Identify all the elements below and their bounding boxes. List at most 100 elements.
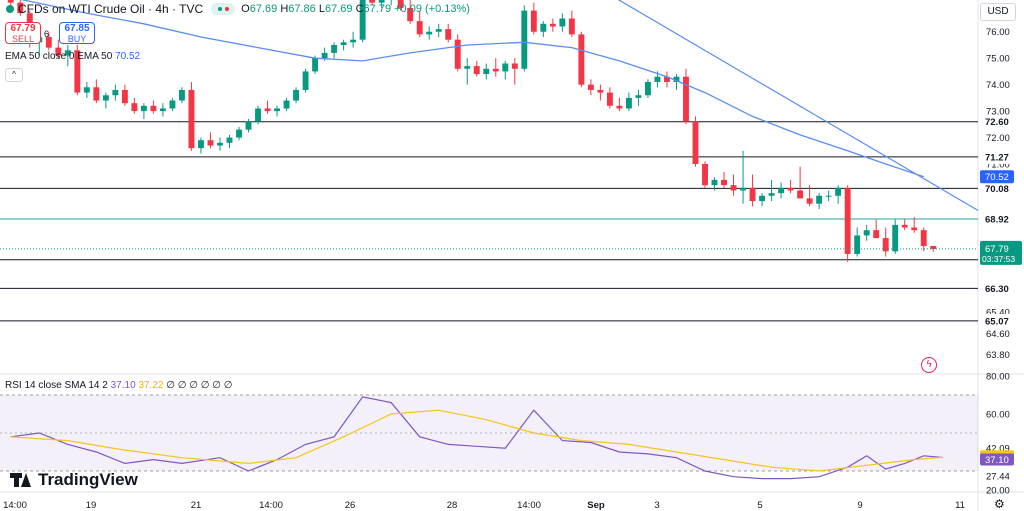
level-tag-bg: [979, 212, 1015, 227]
change-value: +0.09 (+0.13%): [394, 3, 470, 15]
last-price-tag: [980, 240, 1022, 265]
level-tag-label: 65.07: [985, 316, 1009, 327]
buy-price: 67.85: [64, 23, 90, 34]
candle-body: [616, 105, 623, 109]
rsi-tick-label: 80.00: [986, 372, 1010, 383]
candle-body: [635, 95, 642, 98]
candle-body: [93, 87, 100, 101]
chart-header: CFDs on WTI Crude Oil · 4h · TVC O 67.69 …: [0, 0, 470, 18]
candle-body: [597, 89, 604, 93]
candle-body: [140, 105, 147, 112]
candle-body: [350, 39, 357, 43]
rsi-legend[interactable]: RSI 14 close SMA 14 2 37.10 37.22 ∅ ∅ ∅ …: [5, 380, 232, 391]
candle-body: [207, 140, 214, 146]
tradingview-logo-icon: [10, 473, 32, 487]
candle-body: [654, 76, 661, 83]
candle-body: [45, 37, 52, 48]
candle-body: [178, 89, 185, 101]
spread-value: 6: [44, 29, 50, 39]
candle-body: [236, 129, 242, 138]
buy-button[interactable]: 67.85 BUY: [59, 22, 95, 44]
level-tag-label: 66.30: [985, 284, 1009, 295]
candle-body: [159, 108, 166, 112]
low-label: L: [318, 3, 325, 15]
candle-body: [426, 31, 433, 35]
candle-body: [74, 50, 81, 93]
candle-body: [673, 76, 680, 83]
candle-body: [397, 0, 404, 8]
candle-body: [540, 23, 547, 32]
time-tick-label: 3: [654, 500, 659, 511]
rsi-sma-value: 37.22: [138, 380, 164, 391]
candle-body: [255, 108, 261, 122]
rsi-extra-values: ∅ ∅ ∅ ∅ ∅ ∅: [166, 380, 233, 391]
candle-body: [578, 34, 585, 85]
candle-body: [844, 187, 851, 254]
candle-body: [340, 42, 347, 45]
ema-label: EMA 50 close 0 EMA 50: [5, 51, 113, 62]
brand-name: TradingView: [38, 470, 138, 489]
candle-body: [312, 58, 319, 72]
symbol-title[interactable]: CFDs on WTI Crude Oil · 4h · TVC: [18, 2, 204, 16]
sell-label: SELL: [11, 34, 35, 44]
candle-body: [102, 95, 109, 101]
lightning-icon[interactable]: ϟ: [921, 357, 937, 373]
candle-body: [407, 7, 414, 22]
price-tick-label: 75.00: [986, 54, 1010, 65]
high-value: 67.86: [288, 3, 316, 15]
currency-selector[interactable]: USD: [980, 3, 1016, 21]
ema-value: 70.52: [115, 51, 141, 62]
candle-body: [359, 0, 366, 40]
sell-button[interactable]: 67.79 SELL: [5, 22, 41, 44]
time-tick-label: 9: [857, 500, 862, 511]
ema-price-tag: [980, 170, 1014, 184]
candle-body: [873, 230, 880, 239]
ema-legend[interactable]: EMA 50 close 0 EMA 50 70.52: [5, 51, 140, 62]
candle-body: [721, 179, 727, 186]
time-tick-label: 14:00: [259, 500, 283, 511]
candle-body: [321, 52, 328, 59]
candle-body: [435, 29, 442, 32]
candle-body: [530, 10, 537, 32]
candle-body: [854, 235, 861, 254]
candle-body: [778, 187, 785, 194]
candle-body: [131, 103, 138, 112]
close-value: 67.79: [363, 3, 392, 15]
collapse-legend-button[interactable]: ^: [5, 68, 23, 82]
ema-price-tag-label: 70.52: [985, 172, 1009, 183]
candle-body: [17, 2, 24, 14]
open-value: 67.69: [249, 3, 278, 15]
time-tick-label: 11: [955, 500, 965, 511]
candle-body: [483, 68, 490, 75]
level-tag-label: 71.27: [985, 152, 1009, 163]
sell-price: 67.79: [10, 23, 36, 34]
candle-body: [226, 137, 233, 143]
tradingview-logo: TradingView: [10, 470, 138, 490]
candle-body: [188, 89, 195, 149]
candle-body: [644, 82, 651, 96]
candle-body: [606, 92, 613, 106]
candle-body: [492, 68, 499, 72]
candle-body: [473, 66, 480, 75]
time-tick-label: 5: [757, 500, 762, 511]
candles-group: [0, 0, 978, 262]
candle-body: [797, 190, 804, 199]
time-tick-label: 26: [345, 500, 356, 511]
candle-body: [454, 39, 461, 69]
candle-body: [759, 195, 766, 202]
price-tick-label: 63.80: [986, 350, 1010, 361]
high-label: H: [280, 3, 289, 15]
candle-body: [892, 224, 899, 252]
price-tick-label: 71.00: [986, 160, 1010, 171]
time-tick-label: 28: [447, 500, 458, 511]
settings-gear-icon[interactable]: ⚙: [994, 497, 1005, 511]
visibility-toggle-icon[interactable]: [211, 3, 236, 15]
rsi-tick-label: 60.00: [986, 410, 1010, 421]
candle-body: [198, 140, 204, 149]
level-tag-bg: [979, 313, 1015, 328]
rsi-tick-label: 42.09: [986, 444, 1010, 455]
candle-body: [7, 0, 14, 3]
candle-body: [787, 187, 794, 191]
candle-body: [825, 195, 832, 197]
